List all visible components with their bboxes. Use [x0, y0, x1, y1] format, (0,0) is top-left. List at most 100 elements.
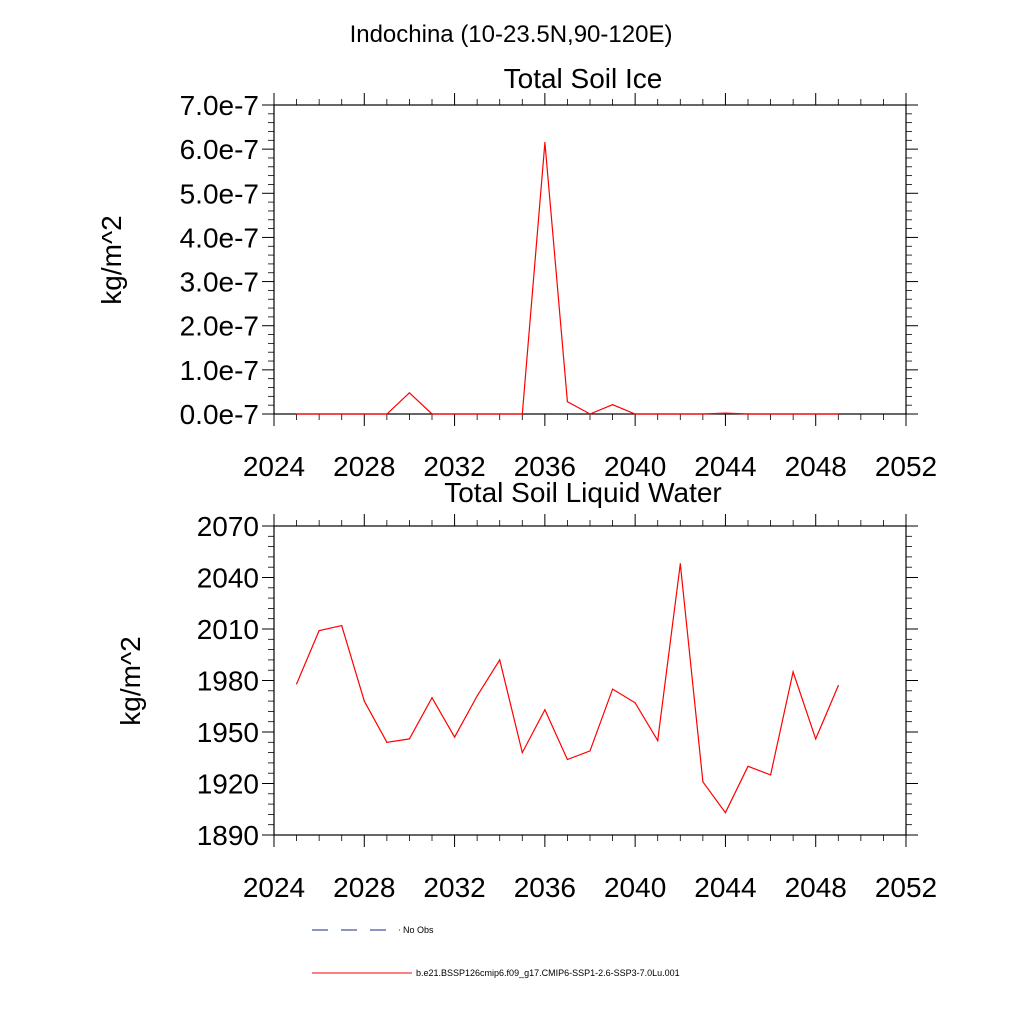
- y-tick-label: 1980: [197, 666, 259, 697]
- series-group: [295, 563, 839, 814]
- data-point: [792, 413, 794, 415]
- panel-total-soil-ice: Total Soil Ice 0.0e-7 1.0e-7 2.0e-7 3.0e-7 4…: [96, 63, 937, 482]
- x-tick-label: 2036: [514, 451, 576, 482]
- y-tick-label: 2.0e-7: [180, 311, 259, 342]
- y-tick-label: 4.0e-7: [180, 222, 259, 253]
- x-tick-label: 2028: [333, 451, 395, 482]
- data-point: [815, 413, 817, 415]
- data-point: [657, 739, 659, 742]
- data-point: [589, 750, 591, 752]
- x-tick-label: 2032: [423, 451, 485, 482]
- x-tick-label: 2028: [333, 872, 395, 903]
- data-point: [408, 392, 411, 394]
- legend-label-no-obs: No Obs: [403, 925, 434, 935]
- x-tick-label: 2036: [514, 872, 576, 903]
- y-tick-label: 1.0e-7: [180, 355, 259, 386]
- data-point: [295, 683, 298, 685]
- data-point: [363, 413, 365, 415]
- data-point: [634, 413, 636, 415]
- legend-label-model-run: b.e21.BSSP126cmip6.f09_g17.CMIP6-SSP1-2.…: [416, 968, 680, 978]
- data-point: [363, 700, 365, 702]
- data-point: [386, 413, 388, 415]
- series-line: [296, 563, 839, 814]
- y-axis-label: kg/m^2: [96, 215, 127, 304]
- y-tick-label: 3.0e-7: [180, 267, 259, 298]
- y-tick-label: 5.0e-7: [180, 178, 259, 209]
- data-point: [747, 413, 749, 415]
- data-point: [499, 413, 501, 415]
- data-point: [837, 413, 839, 415]
- x-tick-label: 2048: [785, 451, 847, 482]
- y-tick-labels: 0.0e-7 1.0e-7 2.0e-7 3.0e-7 4.0e-7 5.0e-7 6.0e…: [180, 90, 259, 430]
- x-tick-label: 2052: [875, 451, 937, 482]
- data-point: [521, 752, 523, 754]
- data-point: [318, 630, 320, 632]
- data-point: [815, 738, 817, 740]
- suptitle: Indochina (10-23.5N,90-120E): [350, 21, 673, 48]
- panel-title: Total Soil Ice: [504, 63, 663, 94]
- y-tick-label: 6.0e-7: [180, 134, 259, 165]
- y-tick-label: 7.0e-7: [180, 90, 259, 121]
- series-group: [295, 141, 839, 415]
- x-tick-label: 2044: [694, 872, 756, 903]
- y-axis-label: kg/m^2: [115, 636, 146, 725]
- data-point: [544, 709, 546, 711]
- data-point: [747, 765, 749, 767]
- data-point: [702, 413, 704, 415]
- plot-frame: [273, 104, 907, 415]
- data-point: [769, 774, 772, 776]
- series-line: [296, 142, 839, 415]
- data-point: [544, 141, 546, 144]
- y-tick-label: 1950: [197, 717, 259, 748]
- data-point: [702, 781, 704, 783]
- x-tick-labels: 2024 2028 2032 2036 2040 2044 2048 2052: [243, 451, 937, 482]
- x-tick-labels: 2024 2028 2032 2036 2040 2044 2048 2052: [243, 872, 937, 903]
- data-point: [566, 758, 569, 761]
- x-tick-label: 2040: [604, 872, 666, 903]
- data-point: [589, 413, 591, 415]
- data-point: [837, 685, 839, 687]
- x-tick-label: 2044: [694, 451, 756, 482]
- data-point: [431, 697, 433, 699]
- data-point: [679, 563, 681, 565]
- data-point: [566, 401, 569, 403]
- panel-title: Total Soil Liquid Water: [444, 477, 722, 508]
- data-point: [521, 413, 523, 415]
- data-point: [611, 688, 614, 690]
- data-point: [386, 741, 388, 743]
- data-point: [318, 413, 320, 415]
- data-point: [769, 413, 772, 415]
- y-tick-label: 2040: [197, 563, 259, 594]
- data-point: [431, 413, 433, 415]
- data-point: [792, 671, 794, 673]
- data-point: [453, 736, 456, 738]
- data-point: [476, 413, 478, 415]
- data-point: [724, 412, 727, 414]
- y-tick-label: 1890: [197, 820, 259, 851]
- x-tick-label: 2052: [875, 872, 937, 903]
- data-point: [295, 413, 298, 415]
- data-point: [408, 738, 411, 740]
- data-point: [679, 413, 681, 415]
- x-tick-label: 2032: [423, 872, 485, 903]
- panel-total-soil-liquid-water: Total Soil Liquid Water 1890 1920 1950 1980…: [115, 477, 937, 903]
- x-tick-label: 2040: [604, 451, 666, 482]
- x-tick-label: 2024: [243, 872, 305, 903]
- plot-frame: [273, 525, 907, 836]
- data-point: [341, 624, 343, 627]
- data-point: [634, 702, 636, 704]
- data-point: [453, 413, 456, 415]
- y-tick-label: 2010: [197, 614, 259, 645]
- data-point: [611, 404, 614, 406]
- y-tick-label: 1920: [197, 769, 259, 800]
- y-tick-label: 2070: [197, 511, 259, 542]
- y-tick-labels: 1890 1920 1950 1980 2010 2040 2070: [197, 511, 259, 851]
- data-point: [341, 413, 343, 415]
- y-tick-label: 0.0e-7: [180, 399, 259, 430]
- legend: No Obs b.e21.BSSP126cmip6.f09_g17.CMIP6-…: [312, 925, 680, 978]
- data-point: [657, 413, 659, 415]
- x-tick-label: 2048: [785, 872, 847, 903]
- x-tick-label: 2024: [243, 451, 305, 482]
- data-point: [724, 812, 727, 814]
